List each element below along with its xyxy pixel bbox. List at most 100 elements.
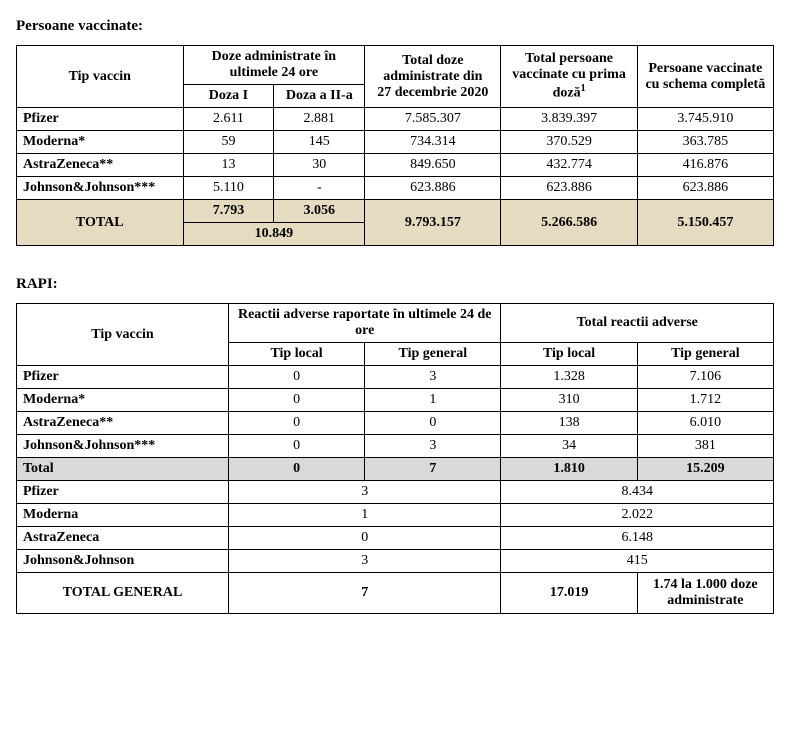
cell-sub-genT: 15.209: [637, 458, 773, 481]
cell-rT: 6.148: [501, 527, 774, 550]
table-row: Moderna* 0 1 310 1.712: [17, 389, 774, 412]
th-total-doze-text: Total doze administrate din: [383, 53, 482, 84]
th-tip-local-24: Tip local: [228, 343, 364, 366]
th-total-prima-text: Total persoane vaccinate cu prima doză: [512, 51, 626, 101]
table-row: Pfizer 0 3 1.328 7.106: [17, 366, 774, 389]
cell-total: 623.886: [365, 177, 501, 200]
cell-total-d1: 7.793: [183, 200, 274, 223]
th-doza1: Doza I: [183, 85, 274, 108]
th-tip-general-24: Tip general: [365, 343, 501, 366]
cell-grand-rate: 1.74 la 1.000 doze administrate: [637, 573, 773, 614]
cell-gen24: 3: [365, 435, 501, 458]
table-row: Johnson&Johnson 3 415: [17, 550, 774, 573]
cell-name: AstraZeneca**: [17, 154, 184, 177]
th-total-prima: Total persoane vaccinate cu prima doză1: [501, 46, 637, 108]
cell-name: Moderna*: [17, 131, 184, 154]
subtotal-row: Total 0 7 1.810 15.209: [17, 458, 774, 481]
cell-total-prima: 5.266.586: [501, 200, 637, 246]
table-row: AstraZeneca** 13 30 849.650 432.774 416.…: [17, 154, 774, 177]
table-row: Johnson&Johnson*** 5.110 - 623.886 623.8…: [17, 177, 774, 200]
th-total-prima-sup: 1: [581, 83, 586, 94]
cell-rT: 8.434: [501, 481, 774, 504]
cell-total-total: 9.793.157: [365, 200, 501, 246]
th-tip-vaccin: Tip vaccin: [17, 304, 229, 366]
cell-name: Johnson&Johnson***: [17, 177, 184, 200]
th-schema-completa: Persoane vaccinate cu schema completă: [637, 46, 773, 108]
grand-total-row: TOTAL GENERAL 7 17.019 1.74 la 1.000 doz…: [17, 573, 774, 614]
cell-locT: 34: [501, 435, 637, 458]
cell-grand-label: TOTAL GENERAL: [17, 573, 229, 614]
cell-total: 734.314: [365, 131, 501, 154]
cell-gen24: 1: [365, 389, 501, 412]
cell-completa: 363.785: [637, 131, 773, 154]
cell-sub-locT: 1.810: [501, 458, 637, 481]
section-rapi-title: RAPI:: [16, 276, 774, 293]
th-tip-general-t: Tip general: [637, 343, 773, 366]
table-row: Johnson&Johnson*** 0 3 34 381: [17, 435, 774, 458]
cell-d2: -: [274, 177, 365, 200]
table-row: AstraZeneca** 0 0 138 6.010: [17, 412, 774, 435]
table-row: Pfizer 2.611 2.881 7.585.307 3.839.397 3…: [17, 108, 774, 131]
cell-prima: 432.774: [501, 154, 637, 177]
cell-completa: 623.886: [637, 177, 773, 200]
cell-name: Pfizer: [17, 481, 229, 504]
cell-gen24: 3: [365, 366, 501, 389]
cell-genT: 7.106: [637, 366, 773, 389]
cell-sub-loc24: 0: [228, 458, 364, 481]
vaccinated-table: Tip vaccin Doze administrate în ultimele…: [16, 45, 774, 246]
cell-d1: 2.611: [183, 108, 274, 131]
cell-name: Moderna*: [17, 389, 229, 412]
cell-name: Johnson&Johnson***: [17, 435, 229, 458]
table-row: AstraZeneca 0 6.148: [17, 527, 774, 550]
th-total-doze-date: 27 decembrie 2020: [377, 85, 488, 100]
cell-name: Pfizer: [17, 108, 184, 131]
cell-prima: 3.839.397: [501, 108, 637, 131]
cell-loc24: 0: [228, 435, 364, 458]
cell-r24: 3: [228, 550, 501, 573]
rapi-table: Tip vaccin Reactii adverse raportate în …: [16, 303, 774, 614]
cell-loc24: 0: [228, 366, 364, 389]
cell-genT: 381: [637, 435, 773, 458]
cell-rT: 415: [501, 550, 774, 573]
table-row: Moderna* 59 145 734.314 370.529 363.785: [17, 131, 774, 154]
cell-d2: 2.881: [274, 108, 365, 131]
th-tip-local-t: Tip local: [501, 343, 637, 366]
cell-name: AstraZeneca**: [17, 412, 229, 435]
cell-genT: 6.010: [637, 412, 773, 435]
cell-total-d2: 3.056: [274, 200, 365, 223]
cell-r24: 1: [228, 504, 501, 527]
cell-loc24: 0: [228, 412, 364, 435]
cell-total: 7.585.307: [365, 108, 501, 131]
cell-sub-gen24: 7: [365, 458, 501, 481]
cell-prima: 623.886: [501, 177, 637, 200]
th-total-doze: Total doze administrate din 27 decembrie…: [365, 46, 501, 108]
cell-d1: 13: [183, 154, 274, 177]
th-doze-24h: Doze administrate în ultimele 24 ore: [183, 46, 365, 85]
cell-locT: 1.328: [501, 366, 637, 389]
th-react-total: Total reactii adverse: [501, 304, 774, 343]
cell-name: AstraZeneca: [17, 527, 229, 550]
cell-locT: 138: [501, 412, 637, 435]
cell-total-label: TOTAL: [17, 200, 184, 246]
cell-total: 849.650: [365, 154, 501, 177]
cell-total-sum24: 10.849: [183, 223, 365, 246]
cell-total-completa: 5.150.457: [637, 200, 773, 246]
cell-name: Pfizer: [17, 366, 229, 389]
cell-d2: 145: [274, 131, 365, 154]
cell-r24: 0: [228, 527, 501, 550]
table-row: Moderna 1 2.022: [17, 504, 774, 527]
cell-rT: 2.022: [501, 504, 774, 527]
cell-d1: 5.110: [183, 177, 274, 200]
th-tip-vaccin: Tip vaccin: [17, 46, 184, 108]
cell-completa: 416.876: [637, 154, 773, 177]
cell-subtotal-label: Total: [17, 458, 229, 481]
cell-name: Johnson&Johnson: [17, 550, 229, 573]
th-doza2: Doza a II-a: [274, 85, 365, 108]
section-vaccinated-title: Persoane vaccinate:: [16, 18, 774, 35]
cell-prima: 370.529: [501, 131, 637, 154]
th-react-24h: Reactii adverse raportate în ultimele 24…: [228, 304, 501, 343]
cell-genT: 1.712: [637, 389, 773, 412]
cell-d1: 59: [183, 131, 274, 154]
cell-loc24: 0: [228, 389, 364, 412]
cell-gen24: 0: [365, 412, 501, 435]
